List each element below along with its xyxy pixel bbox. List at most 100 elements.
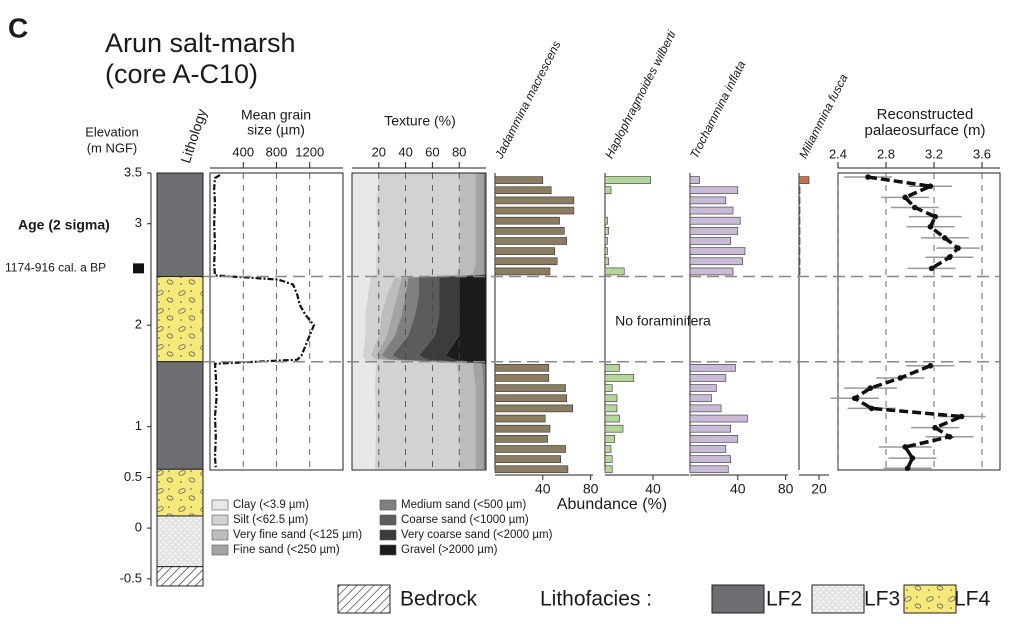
bar: [689, 267, 734, 276]
bar: [604, 186, 612, 195]
bar: [494, 247, 556, 255]
texture-area: [419, 173, 486, 470]
bar: [604, 435, 615, 443]
panel-title: Mean grain: [241, 107, 311, 123]
point: [932, 424, 938, 431]
bar: [494, 364, 550, 372]
lithology-title: Lithology: [177, 107, 210, 165]
bar: [689, 435, 739, 443]
species-name: Trochammina inflata: [687, 58, 749, 161]
legend-label: Clay (<3.9 µm): [233, 499, 309, 511]
texture-area: [370, 173, 476, 470]
point: [932, 213, 938, 220]
bar: [689, 186, 739, 195]
legend-label: LF2: [766, 588, 802, 611]
x-tick-label: 80: [778, 481, 794, 497]
legend-swatch: [811, 584, 865, 614]
legend-swatch: [379, 499, 397, 511]
bar: [689, 196, 727, 205]
note: No foraminifera: [615, 313, 711, 329]
bar: [494, 384, 566, 392]
panel-frame: [837, 172, 1001, 471]
legend-label: Silt (<62.5 µm): [233, 514, 308, 526]
age-marker: [133, 263, 144, 274]
lithology-unit: [156, 361, 204, 470]
legend-swatch: [379, 529, 397, 541]
bar: [798, 267, 801, 276]
bar: [798, 227, 801, 235]
x-tick-label: 80: [583, 481, 599, 497]
panel-title: palaeosurface (m): [865, 122, 986, 139]
bar: [604, 465, 613, 474]
point: [927, 362, 934, 369]
y-tick-label: 3.5: [124, 164, 142, 179]
lithology-unit: [156, 566, 204, 587]
y-tick-label: 2: [135, 317, 142, 332]
bar: [689, 445, 727, 453]
panel-frame: [351, 172, 487, 471]
bar: [798, 237, 801, 245]
legend-label: LF4: [954, 588, 991, 611]
species-name: Haplophragmoides wilberti: [602, 28, 679, 161]
bar: [689, 404, 722, 413]
axis-title: (m NGF): [87, 140, 138, 155]
legend-label: LF3: [864, 588, 900, 611]
bar: [689, 424, 731, 433]
point: [897, 375, 904, 381]
x-tick-label: 40: [730, 481, 746, 497]
panel-title: Texture (%): [384, 113, 456, 129]
bar: [798, 216, 801, 225]
species-name: Jadammina macrescens: [492, 39, 564, 162]
axis-title: Abundance (%): [557, 496, 667, 513]
bar: [798, 186, 801, 195]
bar: [494, 196, 575, 205]
x-tick-label: 40: [535, 481, 551, 497]
point: [928, 265, 935, 272]
y-tick-label: -0.5: [120, 570, 142, 585]
legend-swatch: [379, 544, 397, 556]
bar: [604, 384, 613, 392]
panel-label: C: [8, 12, 28, 43]
bar: [604, 455, 613, 463]
legend-label: Medium sand (<500 µm): [401, 499, 526, 511]
bar: [689, 455, 731, 463]
title: Arun salt-marsh: [105, 28, 296, 58]
axis-title: Elevation: [85, 124, 138, 139]
point: [946, 254, 953, 261]
bar: [798, 257, 801, 266]
legend-swatch: [903, 584, 957, 614]
point: [958, 413, 965, 420]
bar: [494, 435, 548, 443]
point: [865, 174, 871, 180]
x-tick-label: 40: [645, 481, 661, 497]
bar: [604, 267, 625, 276]
point: [904, 465, 911, 472]
bar: [604, 364, 620, 372]
palaeosurface-line: [851, 175, 963, 470]
bar: [689, 216, 741, 225]
point: [902, 444, 908, 450]
lithology-unit: [156, 468, 204, 517]
bar: [494, 404, 573, 413]
bar: [494, 186, 552, 195]
lithology-unit: [156, 172, 204, 277]
legend-swatch: [711, 584, 765, 614]
bar: [494, 414, 546, 423]
legend-swatch: [211, 499, 229, 511]
bar: [689, 374, 727, 382]
bar: [689, 227, 739, 235]
bar: [689, 394, 712, 403]
bar: [798, 196, 801, 205]
bar: [494, 455, 562, 463]
bar: [604, 216, 608, 225]
bar: [494, 424, 551, 433]
point: [955, 245, 961, 251]
bar: [604, 247, 608, 255]
bar: [689, 206, 734, 215]
x-tick-label: 40: [398, 144, 412, 159]
bar: [494, 465, 569, 474]
bar: [689, 414, 748, 423]
bar: [494, 237, 568, 245]
bar: [604, 257, 609, 266]
